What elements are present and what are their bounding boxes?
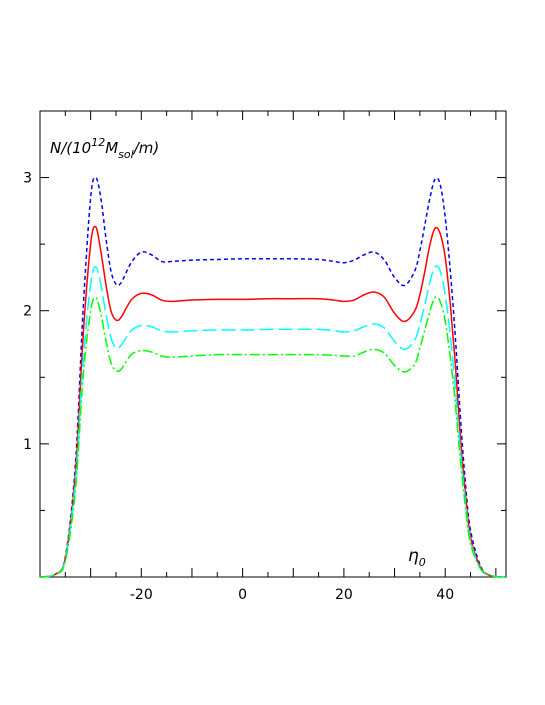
axis-ticks: [39, 111, 506, 577]
x-tick-label: 0: [238, 587, 247, 603]
series-line-1: [39, 176, 507, 578]
y-tick-label: 1: [23, 437, 32, 453]
x-axis-title: η0: [408, 546, 426, 569]
y-tick-label: 3: [23, 171, 32, 187]
series-line-2: [39, 225, 507, 578]
tick-labels: -20 0 20 40 1 2 3: [23, 171, 454, 603]
x-tick-label: -20: [130, 587, 153, 603]
series-line-3: [39, 265, 507, 578]
series-line-4: [39, 296, 507, 578]
x-tick-label: 20: [335, 587, 353, 603]
x-tick-label: 40: [436, 587, 454, 603]
y-axis-title: N/(1012Msol/m): [50, 136, 159, 161]
y-tick-label: 2: [23, 304, 32, 320]
series-layer: [39, 176, 507, 578]
plot-frame: [39, 110, 507, 578]
